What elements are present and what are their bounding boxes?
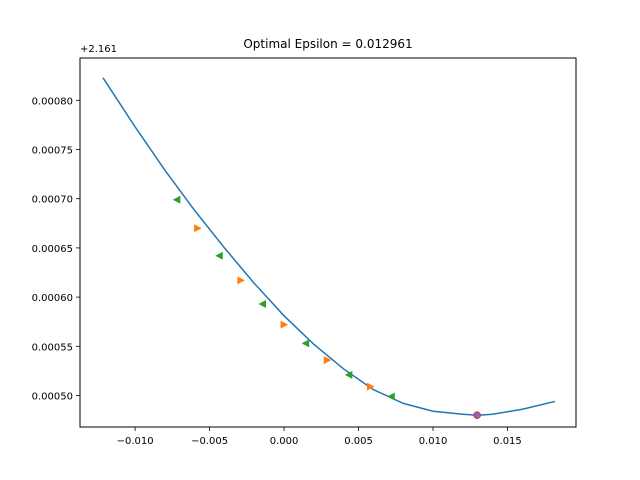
- y-axis: 0.00050 0.00055 0.00060 0.00065 0.00070 0.000…: [32, 96, 80, 403]
- y-tick-label: 0.00065: [32, 244, 73, 255]
- plot-marks: [102, 77, 556, 419]
- plot-frame: [79, 57, 577, 428]
- x-tick-label: 0.015: [493, 436, 522, 447]
- y-tick-label: 0.00050: [32, 392, 73, 403]
- marker-triangle-left: [172, 195, 181, 204]
- marker-triangle-left: [215, 251, 223, 260]
- x-tick-label: 0.005: [344, 436, 373, 447]
- x-axis: −0.010 −0.005 0.000 0.005 0.010 0.015: [117, 427, 522, 447]
- optimum-overlay-marker: [474, 412, 480, 418]
- x-tick-label: −0.010: [117, 436, 154, 447]
- y-tick-label: 0.00055: [32, 342, 73, 353]
- y-tick-label: 0.00075: [32, 146, 73, 157]
- chart-title: Optimal Epsilon = 0.012961: [243, 37, 412, 51]
- x-tick-label: −0.005: [191, 436, 228, 447]
- marker-triangle-right: [366, 382, 375, 391]
- y-tick-label: 0.00080: [32, 96, 73, 107]
- series-curve: [102, 77, 556, 416]
- marker-triangle-left: [258, 300, 266, 308]
- marker-triangle-left: [301, 339, 310, 348]
- marker-triangle-right: [323, 356, 332, 365]
- marker-triangle-right: [237, 276, 245, 285]
- y-offset-label: +2.161: [80, 44, 117, 55]
- x-tick-label: 0.010: [419, 436, 448, 447]
- x-tick-label: 0.000: [270, 436, 299, 447]
- marker-triangle-left: [387, 392, 395, 401]
- marker-triangle-right: [194, 224, 202, 233]
- y-tick-label: 0.00060: [32, 293, 73, 304]
- y-tick-label: 0.00070: [32, 195, 73, 206]
- marker-triangle-left: [344, 370, 353, 379]
- marker-triangle-right: [280, 320, 289, 329]
